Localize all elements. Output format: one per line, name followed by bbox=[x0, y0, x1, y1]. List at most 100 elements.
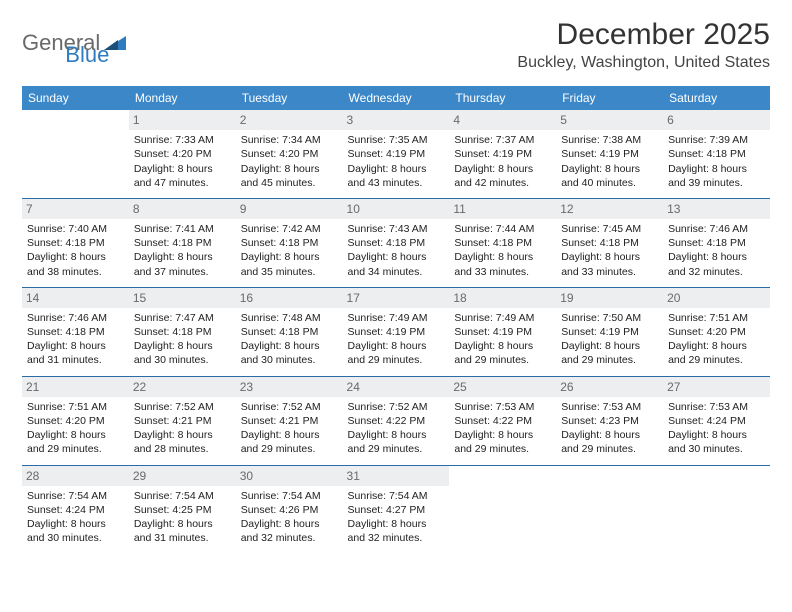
calendar-day-cell: 28Sunrise: 7:54 AMSunset: 4:24 PMDayligh… bbox=[22, 466, 129, 554]
calendar-day-cell: 8Sunrise: 7:41 AMSunset: 4:18 PMDaylight… bbox=[129, 199, 236, 287]
day-info-line: Sunset: 4:23 PM bbox=[561, 414, 658, 428]
day-info-line: Daylight: 8 hours bbox=[134, 162, 231, 176]
day-info-line: and 33 minutes. bbox=[561, 265, 658, 279]
calendar-day-cell: 9Sunrise: 7:42 AMSunset: 4:18 PMDaylight… bbox=[236, 199, 343, 287]
day-info-line: Sunrise: 7:52 AM bbox=[134, 400, 231, 414]
day-info-line: Sunset: 4:22 PM bbox=[454, 414, 551, 428]
day-info-line: Daylight: 8 hours bbox=[561, 428, 658, 442]
day-info-line: Sunrise: 7:35 AM bbox=[348, 133, 445, 147]
day-number: 15 bbox=[129, 288, 236, 308]
day-header: Saturday bbox=[663, 86, 770, 110]
day-number: 11 bbox=[449, 199, 556, 219]
day-info-line: and 40 minutes. bbox=[561, 176, 658, 190]
day-info-line: and 29 minutes. bbox=[668, 353, 765, 367]
day-info-line: Daylight: 8 hours bbox=[241, 517, 338, 531]
day-number: 16 bbox=[236, 288, 343, 308]
day-number: 9 bbox=[236, 199, 343, 219]
day-info-line: Sunrise: 7:51 AM bbox=[668, 311, 765, 325]
calendar-day-cell: 15Sunrise: 7:47 AMSunset: 4:18 PMDayligh… bbox=[129, 288, 236, 376]
day-info-line: and 29 minutes. bbox=[454, 442, 551, 456]
calendar-day-cell: 22Sunrise: 7:52 AMSunset: 4:21 PMDayligh… bbox=[129, 377, 236, 465]
calendar-week-row: 21Sunrise: 7:51 AMSunset: 4:20 PMDayligh… bbox=[22, 377, 770, 465]
day-info-line: Daylight: 8 hours bbox=[27, 250, 124, 264]
day-info-line: Daylight: 8 hours bbox=[561, 250, 658, 264]
day-number: 2 bbox=[236, 110, 343, 130]
day-info-line: and 31 minutes. bbox=[27, 353, 124, 367]
day-number: 20 bbox=[663, 288, 770, 308]
calendar-week-row: 14Sunrise: 7:46 AMSunset: 4:18 PMDayligh… bbox=[22, 288, 770, 376]
day-info-line: Daylight: 8 hours bbox=[348, 339, 445, 353]
day-info-line: Sunrise: 7:54 AM bbox=[348, 489, 445, 503]
calendar-day-cell: 18Sunrise: 7:49 AMSunset: 4:19 PMDayligh… bbox=[449, 288, 556, 376]
day-info-line: Daylight: 8 hours bbox=[348, 428, 445, 442]
day-info-line: and 32 minutes. bbox=[668, 265, 765, 279]
day-info-line: Daylight: 8 hours bbox=[241, 428, 338, 442]
day-header-row: SundayMondayTuesdayWednesdayThursdayFrid… bbox=[22, 86, 770, 110]
day-info-line: Sunrise: 7:40 AM bbox=[27, 222, 124, 236]
day-info-line: Daylight: 8 hours bbox=[668, 339, 765, 353]
calendar-day-cell bbox=[449, 466, 556, 554]
day-info-line: Daylight: 8 hours bbox=[134, 517, 231, 531]
day-number: 12 bbox=[556, 199, 663, 219]
day-info-line: Sunset: 4:19 PM bbox=[561, 325, 658, 339]
day-info-line: Daylight: 8 hours bbox=[668, 250, 765, 264]
day-info-line: Sunset: 4:20 PM bbox=[134, 147, 231, 161]
day-info-line: and 47 minutes. bbox=[134, 176, 231, 190]
calendar-week-row: 1Sunrise: 7:33 AMSunset: 4:20 PMDaylight… bbox=[22, 110, 770, 198]
day-info-line: and 30 minutes. bbox=[668, 442, 765, 456]
day-number: 5 bbox=[556, 110, 663, 130]
day-info-line: and 33 minutes. bbox=[454, 265, 551, 279]
calendar-day-cell: 16Sunrise: 7:48 AMSunset: 4:18 PMDayligh… bbox=[236, 288, 343, 376]
day-info-line: Sunset: 4:24 PM bbox=[668, 414, 765, 428]
day-info-line: Sunset: 4:22 PM bbox=[348, 414, 445, 428]
day-info-line: Sunrise: 7:45 AM bbox=[561, 222, 658, 236]
day-info-line: Sunrise: 7:52 AM bbox=[241, 400, 338, 414]
day-info-line: and 38 minutes. bbox=[27, 265, 124, 279]
day-info-line: Sunrise: 7:46 AM bbox=[27, 311, 124, 325]
day-number: 28 bbox=[22, 466, 129, 486]
day-number: 4 bbox=[449, 110, 556, 130]
day-number: 10 bbox=[343, 199, 450, 219]
day-info-line: and 29 minutes. bbox=[27, 442, 124, 456]
calendar-day-cell: 30Sunrise: 7:54 AMSunset: 4:26 PMDayligh… bbox=[236, 466, 343, 554]
day-header: Wednesday bbox=[343, 86, 450, 110]
calendar-day-cell: 10Sunrise: 7:43 AMSunset: 4:18 PMDayligh… bbox=[343, 199, 450, 287]
day-info-line: Sunset: 4:18 PM bbox=[134, 236, 231, 250]
day-info-line: and 29 minutes. bbox=[454, 353, 551, 367]
day-number: 7 bbox=[22, 199, 129, 219]
day-info-line: and 28 minutes. bbox=[134, 442, 231, 456]
calendar-day-cell: 7Sunrise: 7:40 AMSunset: 4:18 PMDaylight… bbox=[22, 199, 129, 287]
day-info-line: Sunrise: 7:54 AM bbox=[134, 489, 231, 503]
calendar-week-row: 28Sunrise: 7:54 AMSunset: 4:24 PMDayligh… bbox=[22, 466, 770, 554]
day-info-line: Sunrise: 7:34 AM bbox=[241, 133, 338, 147]
day-info-line: Sunrise: 7:49 AM bbox=[454, 311, 551, 325]
day-number: 23 bbox=[236, 377, 343, 397]
day-number: 31 bbox=[343, 466, 450, 486]
calendar-day-cell: 20Sunrise: 7:51 AMSunset: 4:20 PMDayligh… bbox=[663, 288, 770, 376]
day-info-line: Daylight: 8 hours bbox=[241, 250, 338, 264]
logo: General Blue bbox=[22, 18, 109, 68]
day-info-line: Sunset: 4:19 PM bbox=[454, 325, 551, 339]
day-info-line: Sunset: 4:19 PM bbox=[348, 147, 445, 161]
day-info-line: and 32 minutes. bbox=[241, 531, 338, 545]
calendar-day-cell: 17Sunrise: 7:49 AMSunset: 4:19 PMDayligh… bbox=[343, 288, 450, 376]
calendar-day-cell: 26Sunrise: 7:53 AMSunset: 4:23 PMDayligh… bbox=[556, 377, 663, 465]
day-info-line: Sunset: 4:20 PM bbox=[241, 147, 338, 161]
calendar-day-cell: 24Sunrise: 7:52 AMSunset: 4:22 PMDayligh… bbox=[343, 377, 450, 465]
location-text: Buckley, Washington, United States bbox=[517, 54, 770, 72]
header: General Blue December 2025 Buckley, Wash… bbox=[22, 18, 770, 72]
day-info-line: and 29 minutes. bbox=[561, 353, 658, 367]
day-info-line: Sunset: 4:26 PM bbox=[241, 503, 338, 517]
day-info-line: Sunrise: 7:38 AM bbox=[561, 133, 658, 147]
day-info-line: Sunset: 4:27 PM bbox=[348, 503, 445, 517]
calendar-day-cell: 19Sunrise: 7:50 AMSunset: 4:19 PMDayligh… bbox=[556, 288, 663, 376]
day-info-line: Sunrise: 7:51 AM bbox=[27, 400, 124, 414]
day-info-line: Daylight: 8 hours bbox=[454, 162, 551, 176]
day-info-line: Sunset: 4:18 PM bbox=[241, 236, 338, 250]
calendar-day-cell bbox=[22, 110, 129, 198]
day-info-line: Sunrise: 7:33 AM bbox=[134, 133, 231, 147]
title-block: December 2025 Buckley, Washington, Unite… bbox=[517, 18, 770, 72]
calendar-day-cell: 13Sunrise: 7:46 AMSunset: 4:18 PMDayligh… bbox=[663, 199, 770, 287]
day-info-line: Sunset: 4:19 PM bbox=[348, 325, 445, 339]
calendar-day-cell: 25Sunrise: 7:53 AMSunset: 4:22 PMDayligh… bbox=[449, 377, 556, 465]
